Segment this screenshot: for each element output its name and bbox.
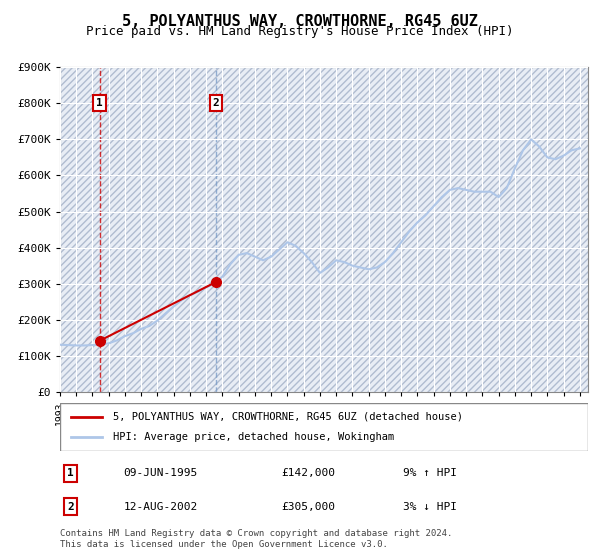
Text: 9% ↑ HPI: 9% ↑ HPI (403, 468, 457, 478)
Text: 2: 2 (213, 98, 220, 108)
Text: £142,000: £142,000 (282, 468, 336, 478)
Text: 2: 2 (67, 502, 74, 512)
Text: 09-JUN-1995: 09-JUN-1995 (124, 468, 197, 478)
Text: Price paid vs. HM Land Registry's House Price Index (HPI): Price paid vs. HM Land Registry's House … (86, 25, 514, 38)
Text: HPI: Average price, detached house, Wokingham: HPI: Average price, detached house, Woki… (113, 432, 394, 442)
Text: 5, POLYANTHUS WAY, CROWTHORNE, RG45 6UZ: 5, POLYANTHUS WAY, CROWTHORNE, RG45 6UZ (122, 14, 478, 29)
Text: 1: 1 (67, 468, 74, 478)
Text: 3% ↓ HPI: 3% ↓ HPI (403, 502, 457, 512)
Bar (60, 67, 588, 392)
Text: 1: 1 (96, 98, 103, 108)
Text: 12-AUG-2002: 12-AUG-2002 (124, 502, 197, 512)
Text: 5, POLYANTHUS WAY, CROWTHORNE, RG45 6UZ (detached house): 5, POLYANTHUS WAY, CROWTHORNE, RG45 6UZ … (113, 412, 463, 422)
Text: £305,000: £305,000 (282, 502, 336, 512)
Text: Contains HM Land Registry data © Crown copyright and database right 2024.
This d: Contains HM Land Registry data © Crown c… (60, 529, 452, 549)
